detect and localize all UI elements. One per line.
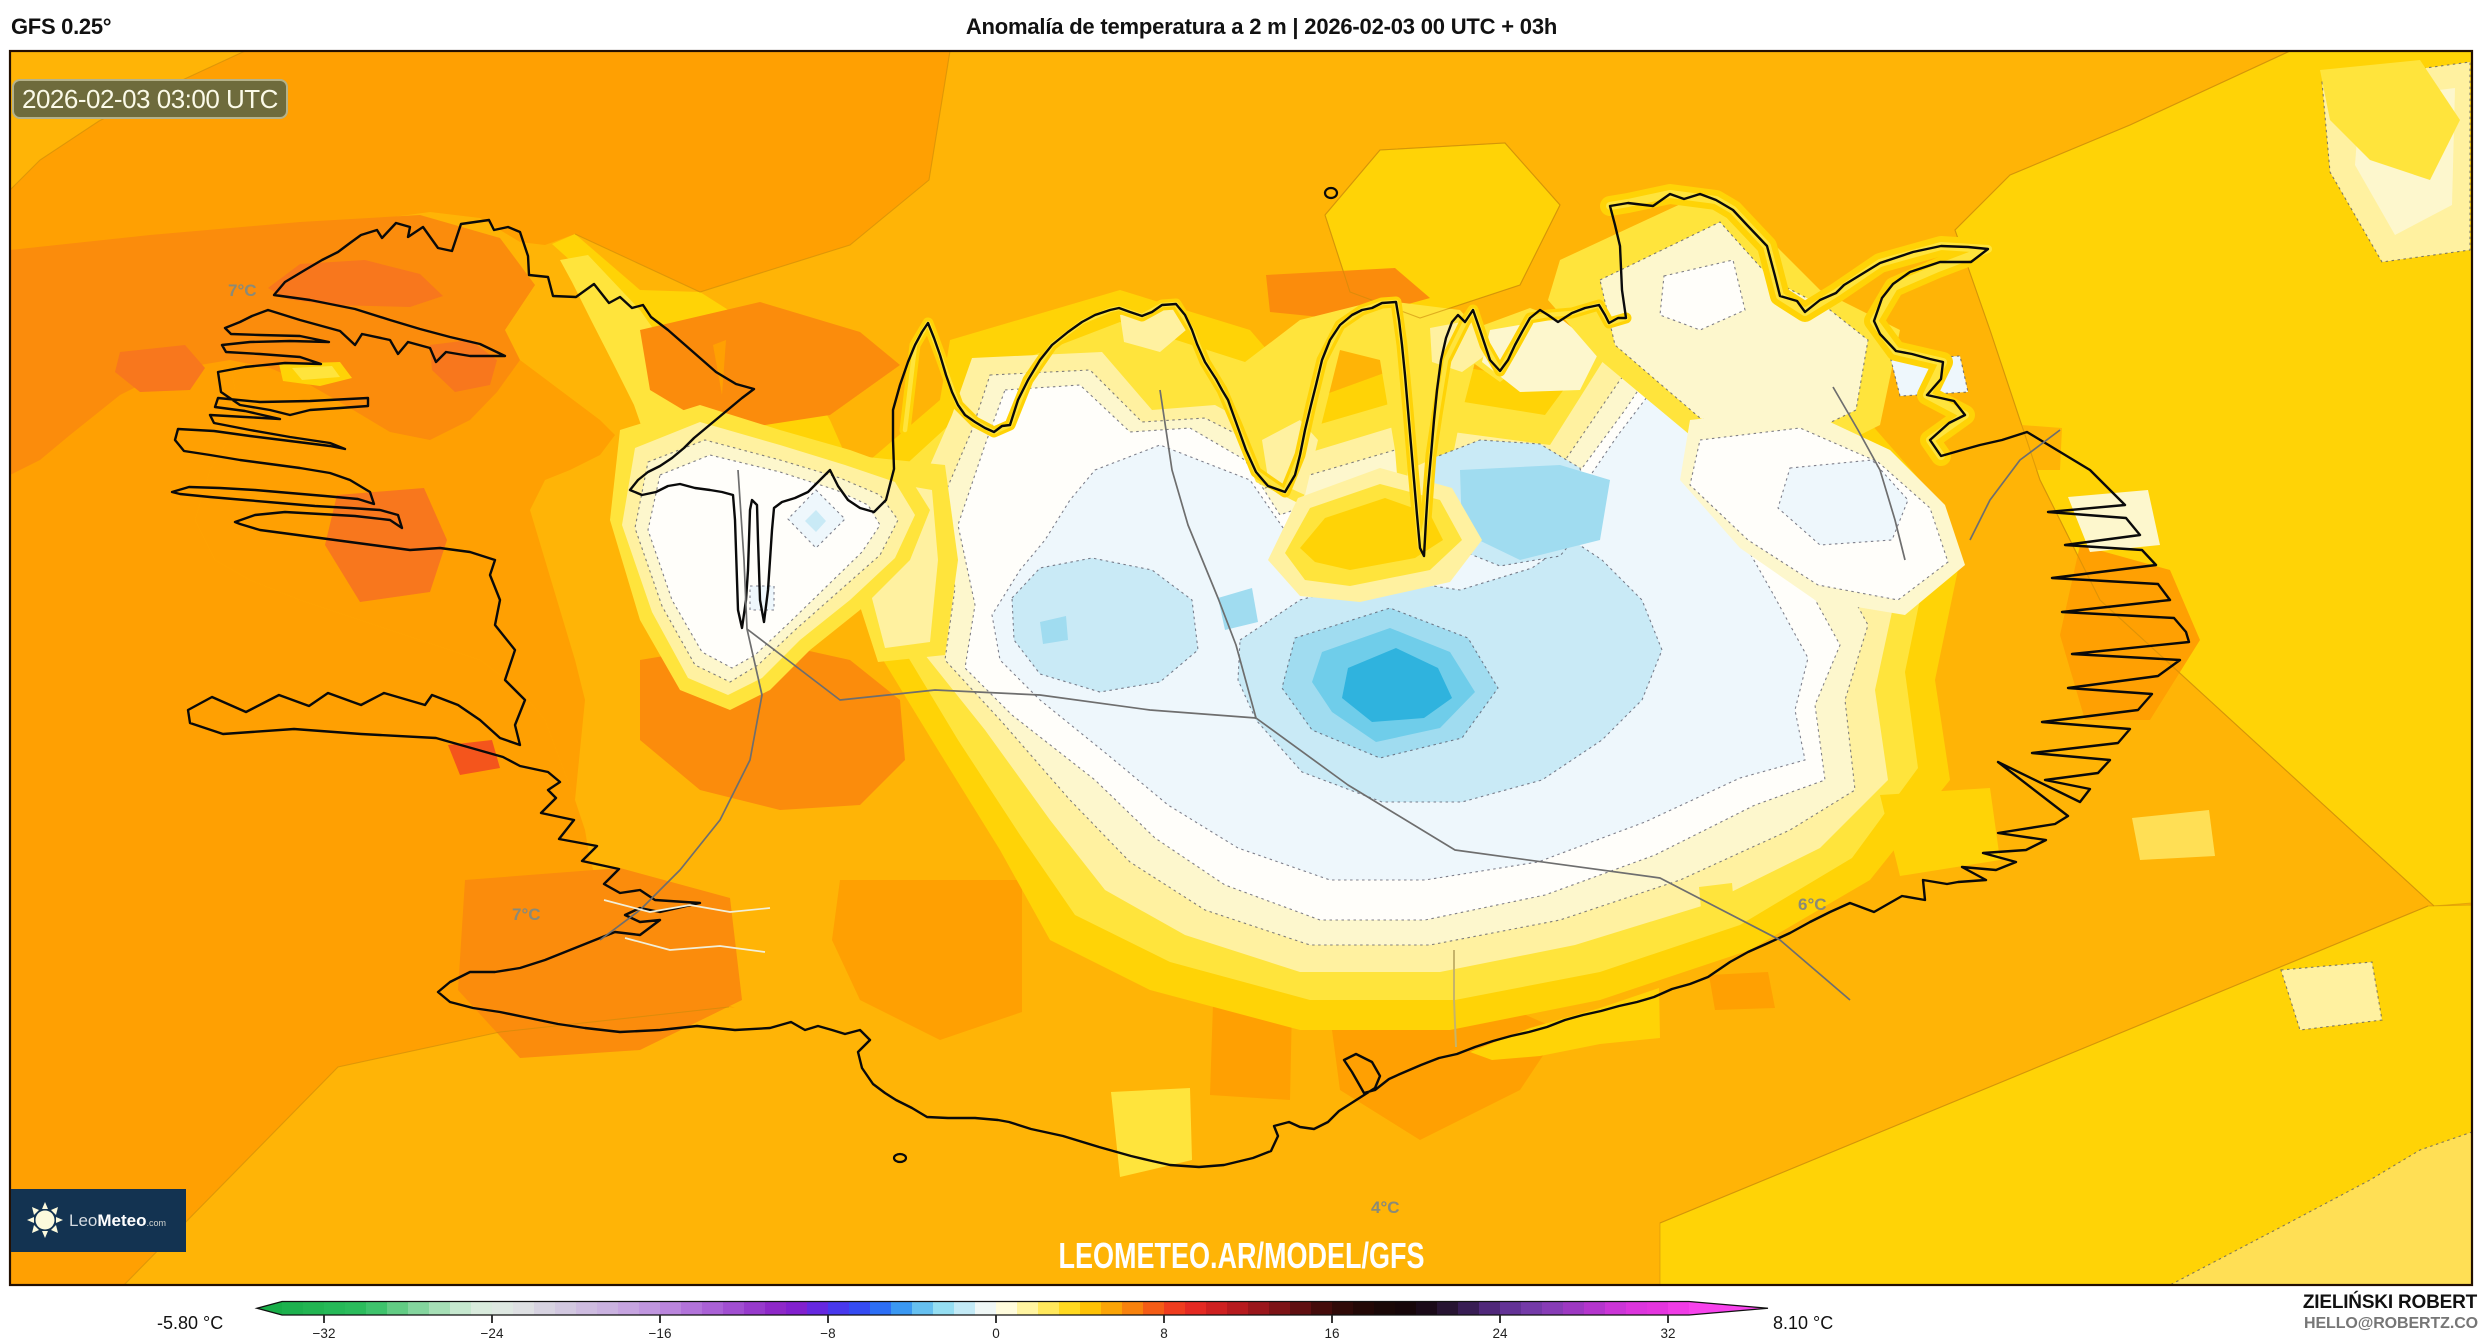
- svg-text:−8: −8: [820, 1326, 835, 1339]
- svg-text:−16: −16: [649, 1326, 672, 1339]
- svg-text:8: 8: [1160, 1326, 1168, 1339]
- svg-text:LeoMeteo.com: LeoMeteo.com: [69, 1211, 166, 1230]
- svg-text:16: 16: [1324, 1326, 1339, 1339]
- svg-text:0: 0: [992, 1326, 1000, 1339]
- svg-text:−32: −32: [313, 1326, 336, 1339]
- svg-text:7°C: 7°C: [512, 905, 541, 924]
- svg-text:32: 32: [1660, 1326, 1675, 1339]
- svg-text:24: 24: [1492, 1326, 1508, 1339]
- svg-text:7°C: 7°C: [228, 281, 257, 300]
- svg-text:6°C: 6°C: [1798, 895, 1827, 914]
- svg-text:4°C: 4°C: [1371, 1198, 1400, 1217]
- svg-text:−24: −24: [481, 1326, 504, 1339]
